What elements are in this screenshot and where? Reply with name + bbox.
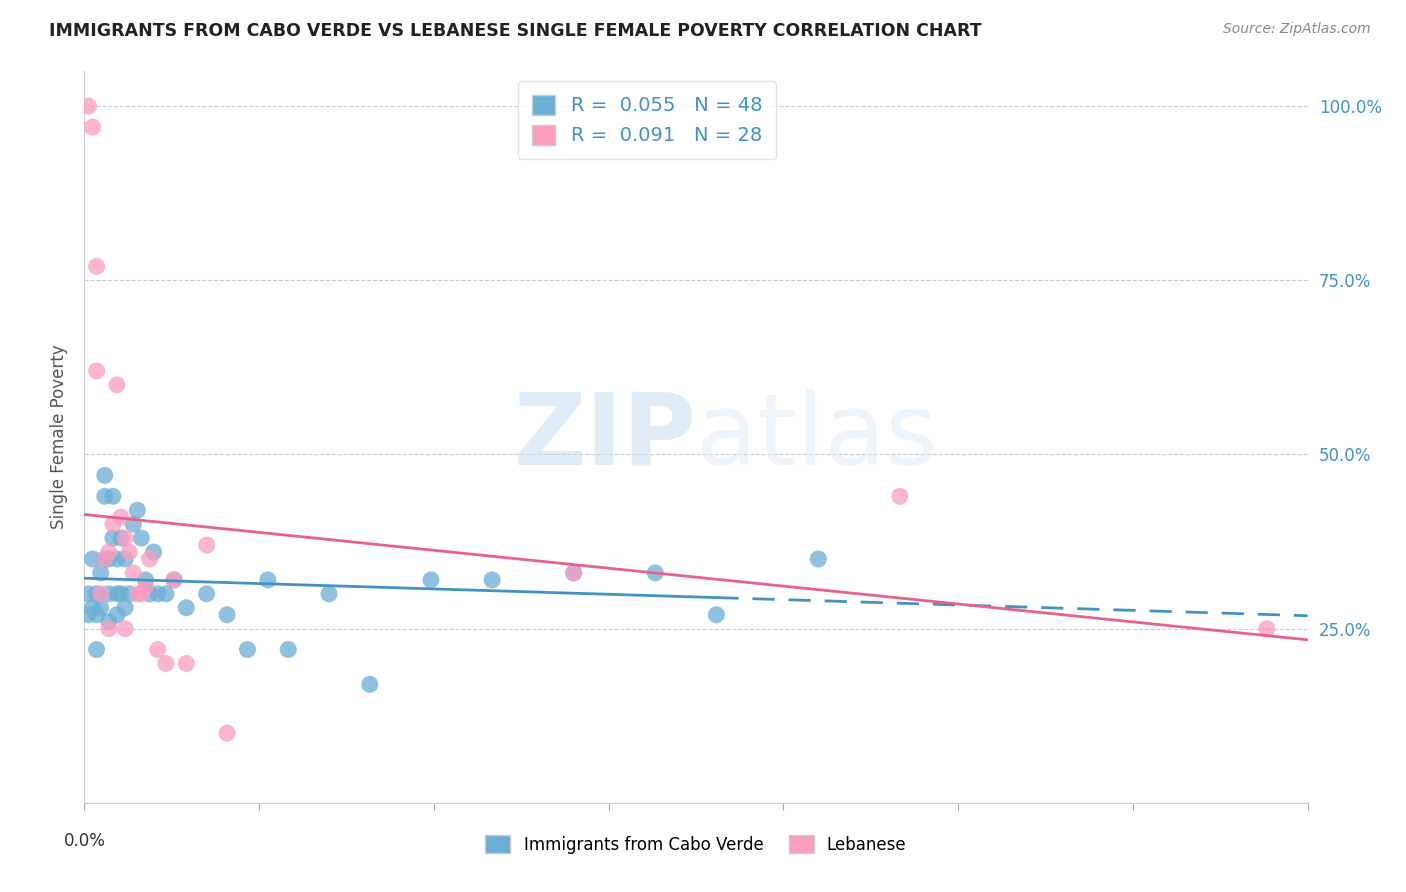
Point: [93, 468, 115, 483]
Point: [93, 489, 115, 503]
Point: [807, 552, 830, 566]
Point: [97, 545, 120, 559]
Point: [86, 587, 108, 601]
Point: [77, 99, 100, 113]
Y-axis label: Single Female Poverty: Single Female Poverty: [51, 345, 69, 529]
Point: [105, 552, 128, 566]
Point: [138, 552, 160, 566]
Point: [277, 642, 299, 657]
Point: [706, 607, 728, 622]
Point: [86, 607, 108, 622]
Point: [97, 622, 120, 636]
Point: [93, 552, 115, 566]
Point: [114, 622, 136, 636]
Point: [90, 587, 112, 601]
Point: [562, 566, 585, 580]
Text: ZIP: ZIP: [513, 389, 696, 485]
Point: [217, 607, 239, 622]
Point: [97, 615, 120, 629]
Point: [142, 545, 165, 559]
Text: Source: ZipAtlas.com: Source: ZipAtlas.com: [1223, 22, 1371, 37]
Point: [82, 120, 104, 134]
Point: [105, 587, 128, 601]
Point: [155, 657, 177, 671]
Point: [97, 552, 120, 566]
Point: [257, 573, 280, 587]
Point: [82, 552, 104, 566]
Point: [155, 587, 177, 601]
Point: [644, 566, 666, 580]
Point: [146, 642, 169, 657]
Point: [86, 642, 108, 657]
Point: [359, 677, 381, 691]
Point: [135, 573, 157, 587]
Text: 0.0%: 0.0%: [63, 832, 105, 850]
Point: [481, 573, 503, 587]
Point: [135, 580, 157, 594]
Point: [163, 573, 186, 587]
Point: [318, 587, 340, 601]
Point: [97, 587, 120, 601]
Point: [146, 587, 169, 601]
Point: [163, 573, 186, 587]
Point: [77, 607, 100, 622]
Point: [138, 587, 160, 601]
Point: [131, 587, 153, 601]
Point: [114, 531, 136, 545]
Point: [122, 517, 145, 532]
Point: [93, 552, 115, 566]
Point: [86, 260, 108, 274]
Point: [889, 489, 911, 503]
Point: [86, 364, 108, 378]
Point: [77, 587, 100, 601]
Point: [101, 489, 124, 503]
Point: [110, 510, 132, 524]
Point: [420, 573, 443, 587]
Point: [217, 726, 239, 740]
Point: [174, 600, 197, 615]
Text: atlas: atlas: [696, 389, 938, 485]
Point: [118, 587, 141, 601]
Point: [127, 587, 149, 601]
Point: [110, 587, 132, 601]
Point: [90, 566, 112, 580]
Point: [114, 552, 136, 566]
Point: [114, 600, 136, 615]
Point: [195, 538, 218, 552]
Point: [195, 587, 218, 601]
Point: [1256, 622, 1278, 636]
Legend: Immigrants from Cabo Verde, Lebanese: Immigrants from Cabo Verde, Lebanese: [479, 829, 912, 860]
Point: [82, 600, 104, 615]
Point: [105, 377, 128, 392]
Point: [101, 517, 124, 532]
Point: [174, 657, 197, 671]
Point: [110, 531, 132, 545]
Point: [105, 607, 128, 622]
Point: [127, 503, 149, 517]
Point: [236, 642, 259, 657]
Point: [101, 531, 124, 545]
Point: [90, 600, 112, 615]
Point: [131, 531, 153, 545]
Point: [122, 566, 145, 580]
Point: [562, 566, 585, 580]
Text: IMMIGRANTS FROM CABO VERDE VS LEBANESE SINGLE FEMALE POVERTY CORRELATION CHART: IMMIGRANTS FROM CABO VERDE VS LEBANESE S…: [49, 22, 981, 40]
Point: [118, 545, 141, 559]
